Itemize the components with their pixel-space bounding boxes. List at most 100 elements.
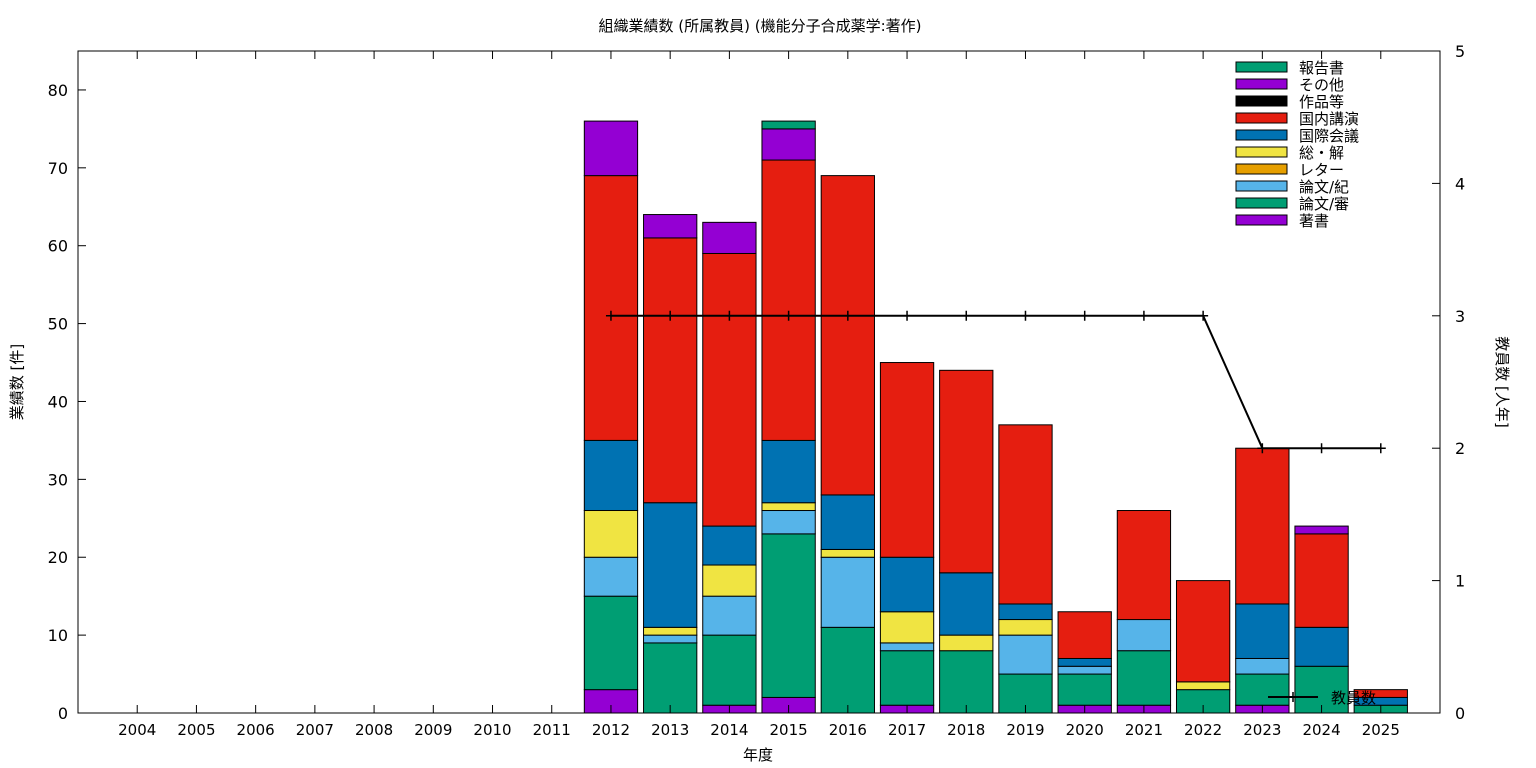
legend-swatch-レター bbox=[1235, 163, 1288, 175]
x-tick-label: 2014 bbox=[710, 721, 748, 739]
bar-2016-論文-紀 bbox=[820, 556, 875, 628]
bar-2017-国際会議 bbox=[879, 556, 935, 613]
legend-label-報告書: 報告書 bbox=[1299, 59, 1344, 77]
legend-label-レター: レター bbox=[1299, 161, 1344, 179]
y-tick-label: 40 bbox=[48, 392, 68, 411]
x-tick-label: 2022 bbox=[1184, 721, 1222, 739]
bar-2023-国内講演 bbox=[1235, 447, 1290, 605]
bar-2015-報告書 bbox=[761, 120, 816, 130]
x-tick-label: 2021 bbox=[1125, 721, 1163, 739]
staff-point-2017 bbox=[902, 310, 913, 321]
bar-2017-論文-審 bbox=[879, 650, 935, 706]
legend-swatch-著書 bbox=[1235, 214, 1288, 226]
x-tick-label: 2013 bbox=[651, 721, 689, 739]
bar-2025-国内講演 bbox=[1353, 689, 1408, 698]
x-tick-label: 2017 bbox=[888, 721, 926, 739]
staff-point-2012 bbox=[605, 310, 616, 321]
bar-2015-国際会議 bbox=[761, 439, 816, 504]
bar-2022-総-解 bbox=[1175, 681, 1231, 691]
x-tick-label: 2020 bbox=[1066, 721, 1104, 739]
x-tick-label: 2019 bbox=[1006, 721, 1044, 739]
bar-2019-国内講演 bbox=[998, 424, 1053, 605]
x-tick-label: 2006 bbox=[237, 721, 275, 739]
staff-point-2013 bbox=[665, 310, 676, 321]
y-axis-label: 業績数 [件] bbox=[8, 344, 26, 420]
bar-2013-国内講演 bbox=[643, 237, 698, 504]
x-tick-label: 2005 bbox=[177, 721, 215, 739]
staff-line bbox=[610, 314, 1381, 450]
staff-point-2020 bbox=[1079, 310, 1090, 321]
bar-2019-論文-紀 bbox=[998, 634, 1053, 675]
bar-2013-その他 bbox=[643, 214, 698, 239]
legend-label-著書: 著書 bbox=[1299, 212, 1329, 230]
x-tick-label: 2024 bbox=[1302, 721, 1340, 739]
y-tick-label: 20 bbox=[48, 548, 68, 567]
legend-label-論文-紀: 論文/紀 bbox=[1299, 178, 1349, 196]
y2-tick-label: 2 bbox=[1455, 439, 1465, 458]
bar-2018-総-解 bbox=[939, 634, 994, 652]
bar-2019-総-解 bbox=[998, 619, 1053, 636]
x-tick-label: 2011 bbox=[533, 721, 571, 739]
staff-point-2021 bbox=[1138, 310, 1149, 321]
bar-2021-論文-審 bbox=[1116, 650, 1172, 706]
legend-label-staff: 教員数 bbox=[1331, 689, 1376, 707]
plot-frame bbox=[77, 50, 1441, 714]
y-tick-label: 70 bbox=[48, 159, 68, 178]
bar-2018-国内講演 bbox=[939, 369, 994, 574]
bar-2014-国内講演 bbox=[702, 252, 757, 527]
bar-2020-論文-紀 bbox=[1057, 665, 1112, 675]
staff-point-2015 bbox=[783, 310, 794, 321]
staff-point-2016 bbox=[842, 310, 853, 321]
y2-tick-label: 5 bbox=[1455, 42, 1465, 61]
bar-2018-論文-審 bbox=[939, 650, 994, 714]
x-tick-label: 2007 bbox=[296, 721, 334, 739]
x-tick-label: 2023 bbox=[1243, 721, 1281, 739]
bar-2019-国際会議 bbox=[998, 603, 1053, 621]
bar-2017-総-解 bbox=[879, 611, 935, 644]
bar-2015-論文-審 bbox=[761, 533, 816, 698]
bar-2014-国際会議 bbox=[702, 525, 757, 566]
bar-2012-論文-紀 bbox=[583, 556, 639, 597]
bar-2017-国内講演 bbox=[879, 362, 935, 558]
bar-2022-国内講演 bbox=[1175, 580, 1231, 683]
legend-swatch-国内講演 bbox=[1235, 112, 1288, 124]
y2-tick-label: 0 bbox=[1455, 704, 1465, 723]
bar-2020-論文-審 bbox=[1057, 673, 1112, 706]
bar-2020-国内講演 bbox=[1057, 611, 1112, 659]
bar-2016-国内講演 bbox=[820, 175, 875, 496]
chart-title: 組織業績数 (所属教員) (機能分子合成薬学:著作) bbox=[598, 17, 921, 35]
bar-2021-論文-紀 bbox=[1116, 619, 1172, 652]
legend-label-論文-審: 論文/審 bbox=[1299, 195, 1349, 213]
legend-swatch-論文-審 bbox=[1235, 197, 1288, 209]
staff-point-2018 bbox=[961, 310, 972, 321]
bar-2017-論文-紀 bbox=[879, 642, 935, 652]
x-tick-label: 2008 bbox=[355, 721, 393, 739]
x-tick-label: 2025 bbox=[1362, 721, 1400, 739]
y2-tick-label: 4 bbox=[1455, 174, 1465, 193]
bar-2015-論文-紀 bbox=[761, 510, 816, 535]
y-tick-label: 80 bbox=[48, 81, 68, 100]
bar-2016-論文-審 bbox=[820, 626, 875, 714]
staff-point-2014 bbox=[724, 310, 735, 321]
legend-label-総-解: 総・解 bbox=[1299, 144, 1344, 162]
y-tick-label: 0 bbox=[58, 704, 68, 723]
bar-2015-国内講演 bbox=[761, 159, 816, 441]
y-tick-label: 50 bbox=[48, 315, 68, 334]
bar-2015-その他 bbox=[761, 128, 816, 161]
bar-2012-その他 bbox=[583, 120, 639, 177]
x-tick-label: 2009 bbox=[414, 721, 452, 739]
staff-line-layer bbox=[605, 310, 1386, 454]
bar-2024-国内講演 bbox=[1294, 533, 1349, 628]
x-tick-label: 2010 bbox=[473, 721, 511, 739]
legend-label-その他: その他 bbox=[1299, 76, 1344, 94]
legend-label-作品等: 作品等 bbox=[1299, 93, 1344, 111]
axes-layer: 0 10 20 30 40 50 60 70 80 0 1 2 3 4 5 2004 2005 2006 2007 2… bbox=[48, 42, 1466, 739]
x-tick-label: 2012 bbox=[592, 721, 630, 739]
legend-swatch-作品等 bbox=[1235, 95, 1288, 107]
staff-point-2023 bbox=[1257, 443, 1268, 454]
bar-2012-論文-審 bbox=[583, 595, 639, 691]
bar-2024-国際会議 bbox=[1294, 626, 1349, 667]
legend-swatch-国際会議 bbox=[1235, 129, 1288, 141]
